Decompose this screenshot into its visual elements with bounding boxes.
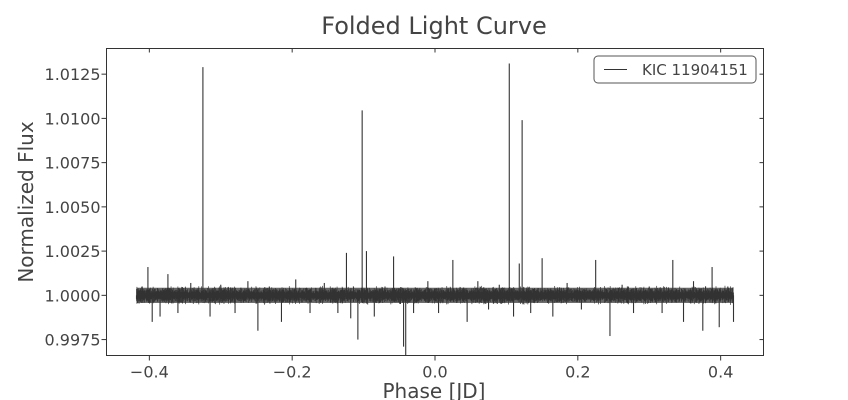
legend-box xyxy=(593,55,757,84)
x-tick-label: −0.2 xyxy=(273,363,312,382)
legend: KIC 11904151 xyxy=(593,55,757,84)
noise-band xyxy=(136,285,734,305)
x-tick-label: 0.4 xyxy=(708,363,733,382)
y-axis-label: Normalized Flux xyxy=(14,121,38,283)
x-tick-label: −0.4 xyxy=(130,363,169,382)
x-axis-label: Phase [JD] xyxy=(383,379,486,400)
y-tick-label: 1.0100 xyxy=(45,109,101,128)
y-tick-label: 1.0125 xyxy=(45,65,101,84)
y-tick-label: 1.0000 xyxy=(45,286,101,305)
plot-frame xyxy=(106,48,764,356)
y-tick-label: 1.0050 xyxy=(45,198,101,217)
noise-core xyxy=(136,287,734,303)
y-tick-label: 1.0025 xyxy=(45,242,101,261)
x-tick-label: 0.0 xyxy=(422,363,447,382)
flux-series-kic-11904151 xyxy=(135,63,735,356)
x-axis-ticks: −0.4 −0.2 0.0 0.2 0.4 xyxy=(130,48,733,382)
legend-entry-label: KIC 11904151 xyxy=(642,61,748,79)
chart-title: Folded Light Curve xyxy=(321,12,547,40)
x-tick-label: 0.2 xyxy=(565,363,590,382)
plot-area xyxy=(135,63,735,356)
y-axis-ticks: 0.9975 1.0000 1.0025 1.0050 1.0075 1.0100 1.01… xyxy=(45,65,764,350)
y-tick-label: 1.0075 xyxy=(45,154,101,173)
y-tick-label: 0.9975 xyxy=(45,331,101,350)
